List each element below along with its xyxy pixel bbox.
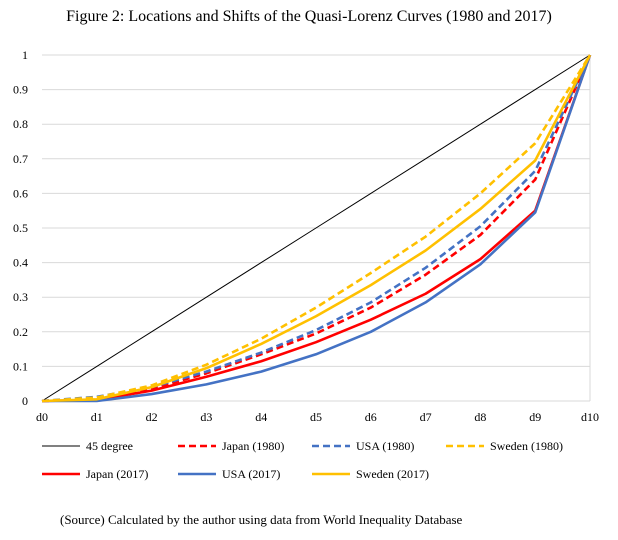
x-tick-label: d10 bbox=[581, 410, 599, 424]
legend-label: Japan (1980) bbox=[222, 439, 284, 453]
x-tick-label: d9 bbox=[529, 410, 541, 424]
legend-label: 45 degree bbox=[86, 439, 133, 453]
x-tick-label: d6 bbox=[365, 410, 377, 424]
legend-label: USA (2017) bbox=[222, 467, 280, 481]
x-tick-label: d1 bbox=[91, 410, 103, 424]
y-tick-label: 0.1 bbox=[13, 359, 28, 373]
x-tick-label: d5 bbox=[310, 410, 322, 424]
source-note: (Source) Calculated by the author using … bbox=[60, 512, 463, 527]
x-tick-label: d3 bbox=[200, 410, 212, 424]
chart-title: Figure 2: Locations and Shifts of the Qu… bbox=[66, 8, 552, 25]
series-line bbox=[41, 54, 592, 403]
y-tick-label: 1 bbox=[22, 48, 28, 62]
series-line bbox=[42, 54, 592, 403]
legend-label: Japan (2017) bbox=[86, 467, 148, 481]
legend-label: USA (1980) bbox=[356, 439, 414, 453]
y-tick-label: 0.7 bbox=[13, 152, 28, 166]
legend-label: Sweden (2017) bbox=[356, 467, 429, 481]
series-line bbox=[41, 54, 592, 403]
x-tick-label: d4 bbox=[255, 410, 267, 424]
x-tick-label: d2 bbox=[146, 410, 158, 424]
y-tick-label: 0.3 bbox=[13, 290, 28, 304]
x-tick-label: d7 bbox=[420, 410, 432, 424]
x-tick-label: d8 bbox=[474, 410, 486, 424]
y-tick-label: 0 bbox=[22, 394, 28, 408]
legend-label: Sweden (1980) bbox=[490, 439, 563, 453]
y-tick-label: 0.2 bbox=[13, 325, 28, 339]
y-tick-label: 0.8 bbox=[13, 117, 28, 131]
y-tick-label: 0.6 bbox=[13, 186, 28, 200]
series-line bbox=[41, 54, 591, 402]
y-tick-label: 0.9 bbox=[13, 83, 28, 97]
y-tick-label: 0.4 bbox=[13, 256, 28, 270]
x-tick-label: d0 bbox=[36, 410, 48, 424]
series-line bbox=[41, 54, 592, 403]
y-tick-label: 0.5 bbox=[13, 221, 28, 235]
